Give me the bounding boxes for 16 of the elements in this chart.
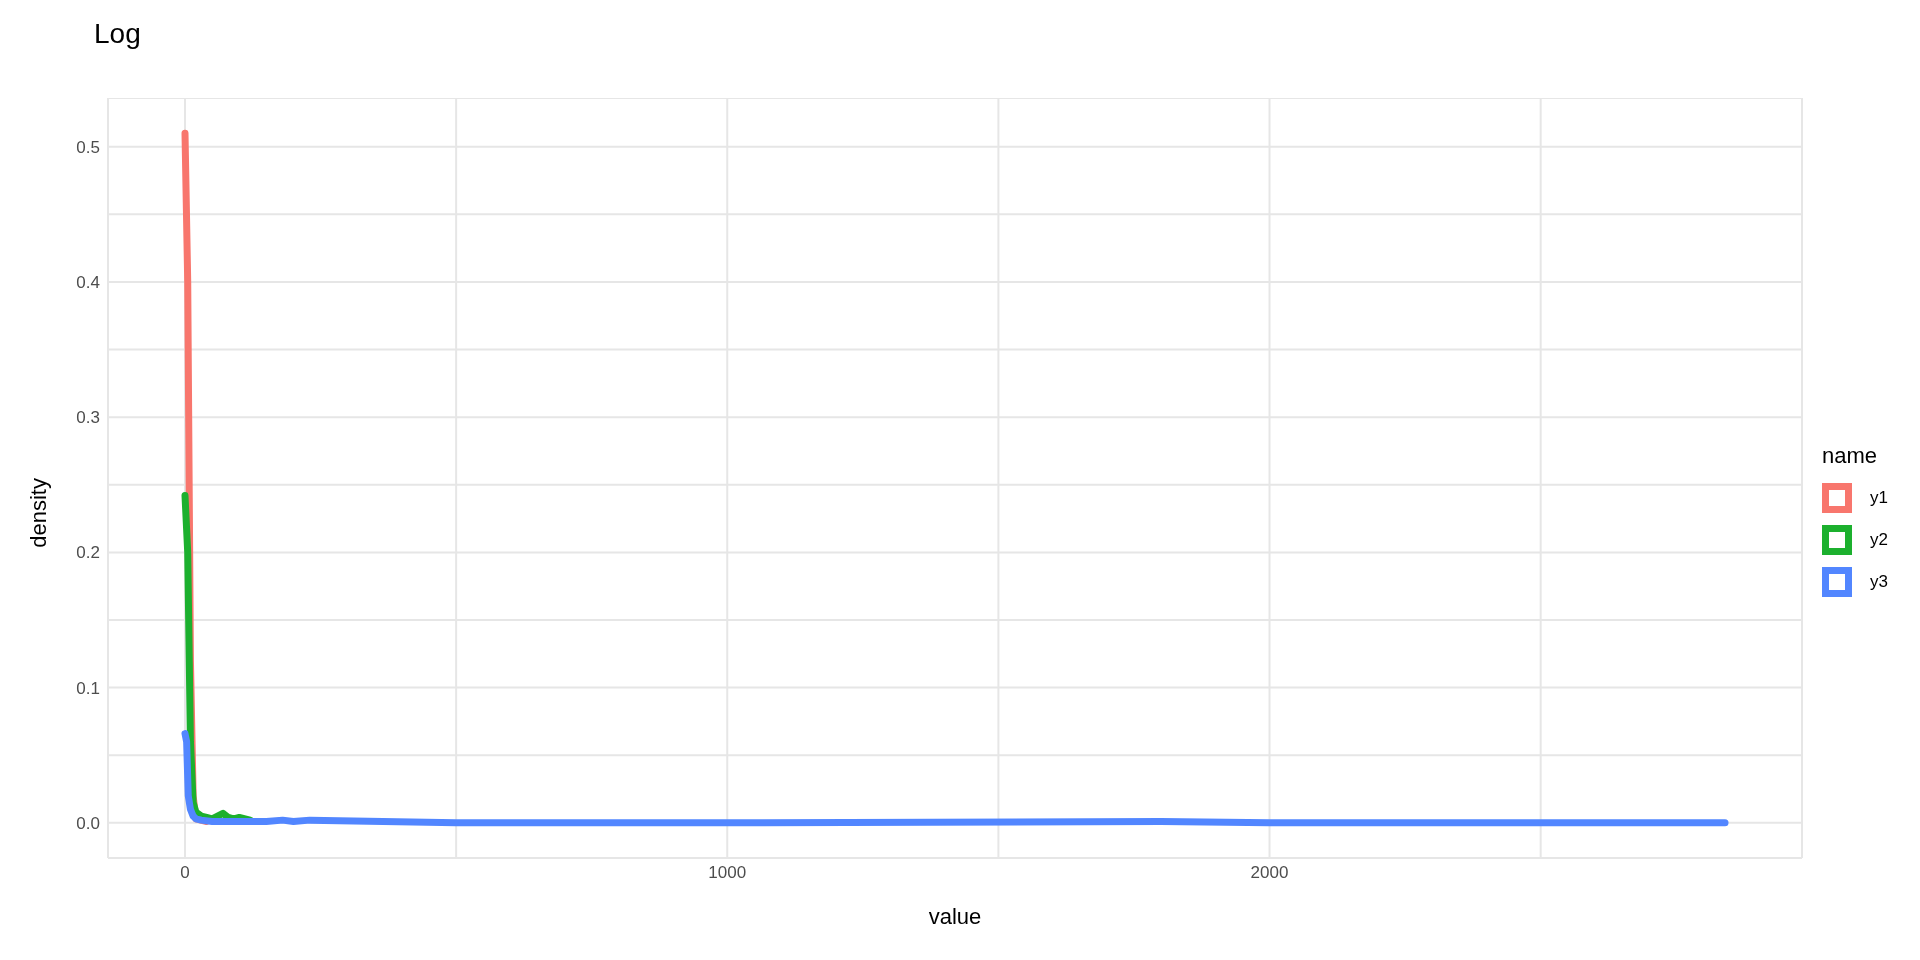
legend-label: y2 bbox=[1870, 530, 1888, 550]
legend-label: y1 bbox=[1870, 488, 1888, 508]
chart-title: Log bbox=[94, 18, 141, 50]
x-tick-label: 1000 bbox=[708, 863, 747, 883]
y-tick-label: 0.2 bbox=[76, 543, 100, 563]
y-axis-title: density bbox=[25, 478, 51, 548]
y-tick-label: 0.0 bbox=[76, 813, 100, 833]
y-tick-label: 0.3 bbox=[76, 408, 100, 428]
y-tick-label: 0.5 bbox=[76, 137, 100, 157]
x-axis-title: value bbox=[928, 903, 982, 929]
y-tick-label: 0.4 bbox=[76, 272, 100, 292]
x-tick-label: 2000 bbox=[1250, 863, 1289, 883]
y-tick-label: 0.1 bbox=[76, 678, 100, 698]
legend-label: y3 bbox=[1870, 572, 1888, 592]
legend-title: name bbox=[1822, 443, 1879, 469]
x-tick-label: 0 bbox=[180, 863, 190, 883]
